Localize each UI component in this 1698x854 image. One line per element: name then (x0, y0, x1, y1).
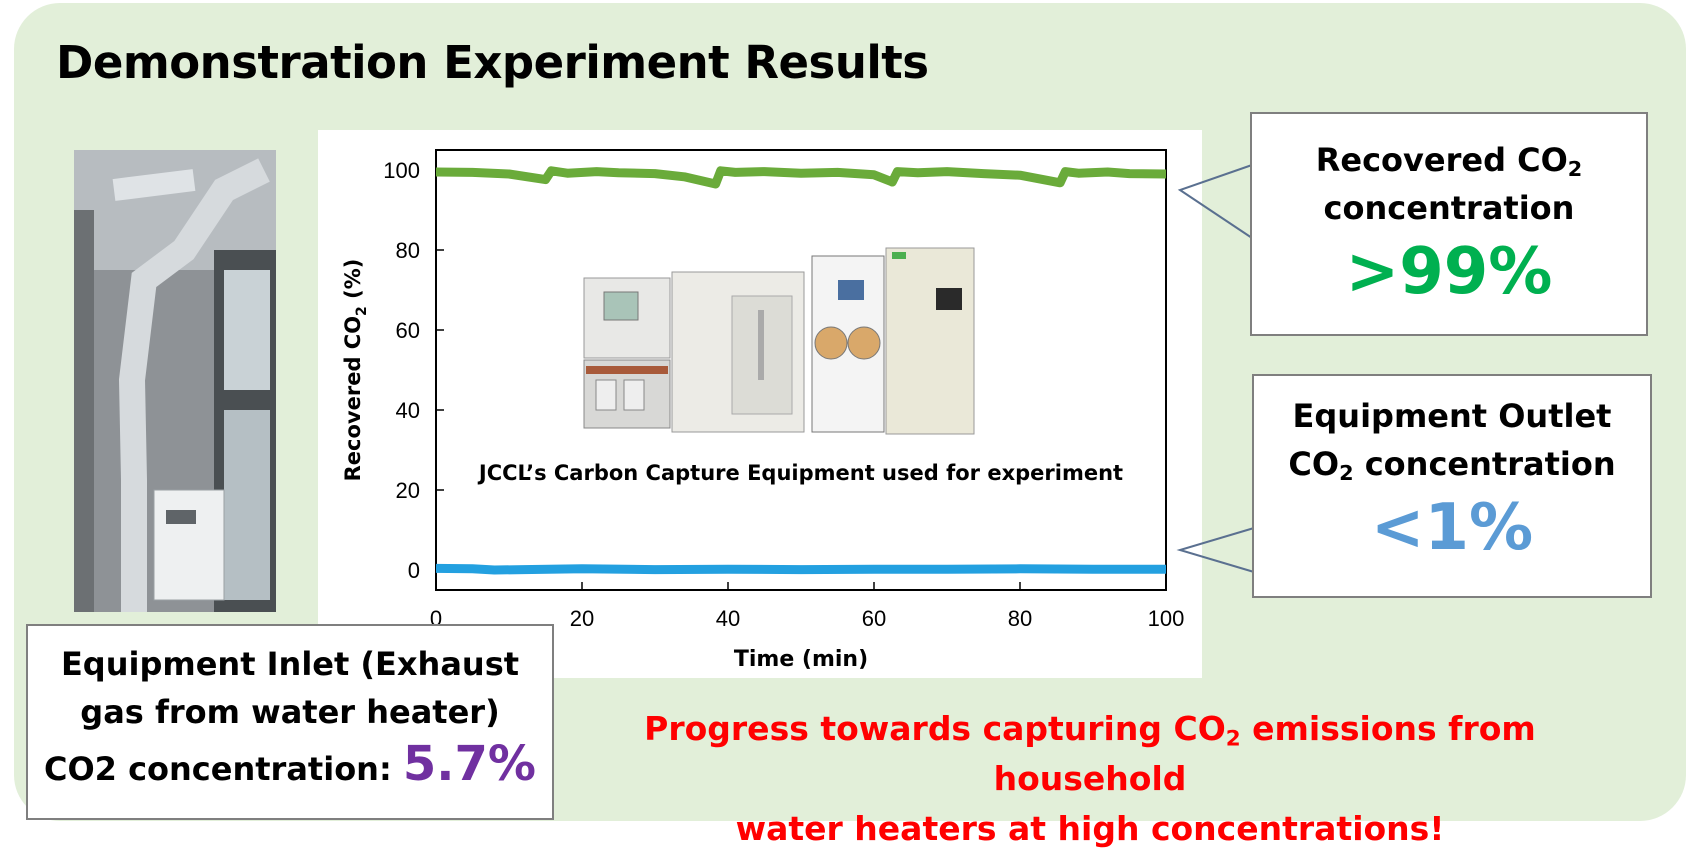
callout-connectors (1176, 164, 1255, 573)
equipment-caption: JCCL’s Carbon Capture Equipment used for… (477, 461, 1123, 485)
page-title: Demonstration Experiment Results (56, 36, 929, 89)
progress-line1: Progress towards capturing CO2 emissions… (560, 704, 1620, 804)
inlet-co2-value: 5.7% (402, 736, 537, 792)
y-tick-label: 0 (408, 558, 420, 583)
outlet-label-line2: CO2 concentration (1254, 440, 1650, 488)
outlet-co2-value: <1% (1370, 491, 1534, 565)
progress-line2: water heaters at high concentrations! (735, 809, 1445, 848)
plot-frame (435, 149, 1167, 591)
x-tick-label: 100 (1148, 606, 1185, 631)
x-tick-label: 80 (1008, 606, 1032, 631)
inlet-label-line2: gas from water heater) (80, 693, 500, 731)
recovered-label-sub: 2 (1567, 157, 1583, 182)
inlet-label-line1: Equipment Inlet (Exhaust (60, 645, 520, 683)
progress-message: Progress towards capturing CO2 emissions… (560, 704, 1620, 854)
x-tick-label: 60 (862, 606, 886, 631)
outlet-label-line1: Equipment Outlet (1292, 397, 1612, 435)
y-tick-label: 60 (396, 318, 420, 343)
y-tick-label: 20 (396, 478, 420, 503)
recovered-concentration-label: concentration (1323, 189, 1575, 227)
inlet-co2-callout: Equipment Inlet (Exhaust gas from water … (26, 624, 554, 820)
outlet-concentration-text: concentration (1353, 445, 1616, 483)
recovered-co2-label: Recovered CO2 (1252, 136, 1646, 184)
x-tick-label: 40 (716, 606, 740, 631)
progress-line1-sub: 2 (1225, 726, 1241, 752)
installation-photo (74, 150, 276, 612)
outlet-co2-series (435, 563, 1166, 575)
recovered-co2-value: >99% (1345, 235, 1553, 309)
recovered-co2-series (435, 166, 1167, 189)
equipment-illustration (583, 247, 975, 435)
x-tick-label: 20 (570, 606, 594, 631)
progress-line1-a: Progress towards capturing CO (644, 709, 1226, 748)
y-axis-label: Recovered CO2 (%) (341, 259, 370, 482)
outlet-co2-callout: Equipment Outlet CO2 concentration <1% (1252, 374, 1652, 598)
outlet-co-sub: 2 (1339, 461, 1354, 486)
chart-area: 0 20 40 60 80 100 0 20 40 60 80 100 Time (min) Recove… (318, 130, 1202, 678)
y-tick-label: 100 (383, 158, 420, 183)
y-tick-label: 80 (396, 238, 420, 263)
progress-line1-b: emissions from household (993, 709, 1536, 798)
recovered-label-text: Recovered CO (1315, 141, 1568, 179)
y-tick-label: 40 (396, 398, 420, 423)
x-axis-label: Time (min) (734, 647, 868, 672)
inlet-label-line3: CO2 concentration: 5.7% (28, 740, 552, 793)
outlet-co-text: CO (1288, 445, 1340, 483)
inlet-concentration-text: CO2 concentration: (43, 750, 403, 788)
recovered-co2-callout: Recovered CO2 concentration >99% (1250, 112, 1648, 336)
